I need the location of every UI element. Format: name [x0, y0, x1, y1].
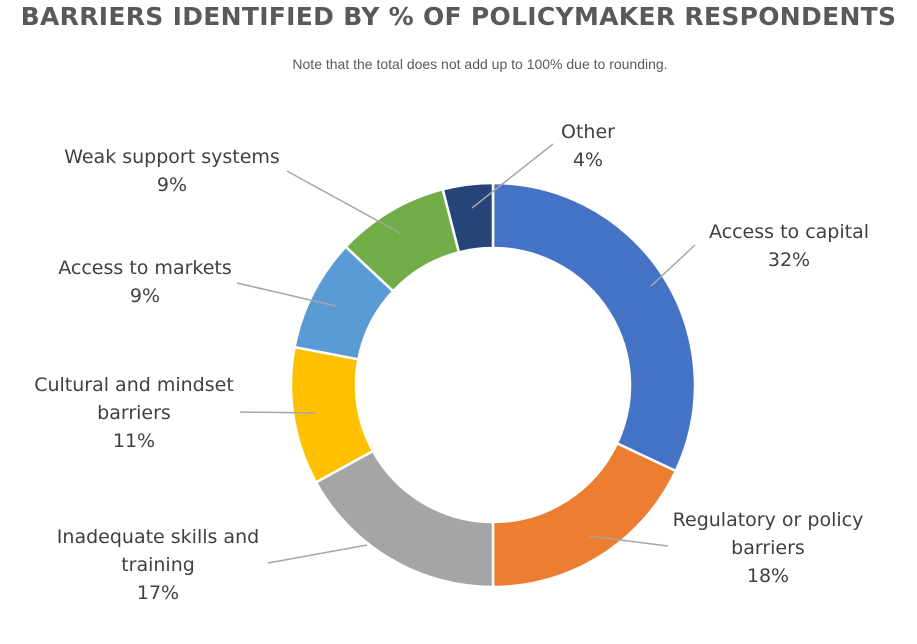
slice-label: Access to capital 32% — [709, 221, 869, 271]
leader-line — [239, 411, 317, 414]
slice-name-label: Access to markets — [58, 257, 232, 279]
slice-name-label: barriers — [731, 537, 805, 559]
leader-line — [286, 170, 401, 234]
slice-label: Weak support systems 9% — [64, 146, 280, 196]
leader-line — [650, 244, 696, 287]
slice-name-label: Weak support systems — [64, 146, 280, 168]
chart-title: BARRIERS IDENTIFIED BY % OF POLICYMAKER … — [20, 2, 897, 31]
slice-name-label: Regulatory or policy — [673, 509, 864, 531]
slice-regulatory-or-policy — [491, 441, 678, 589]
slice-name-label: barriers — [97, 402, 171, 424]
slice-other — [441, 181, 495, 254]
slice-name-label: Cultural and mindset — [34, 374, 234, 396]
slice-labels: Access to capital 32% Regulatory or policy… — [34, 121, 869, 604]
slice-label: Inadequate skills and training 17% — [57, 526, 259, 604]
leader-line — [588, 535, 669, 547]
slice-label: Regulatory or policy barriers 18% — [673, 509, 864, 587]
slice-percent-label: 9% — [130, 285, 160, 307]
leader-line — [267, 544, 368, 564]
slice-label: Other 4% — [561, 121, 615, 171]
slice-name-label: training — [121, 554, 195, 576]
leader-line — [471, 143, 554, 209]
slice-access-to-capital — [491, 181, 697, 473]
slice-inadequate-skills-and — [314, 449, 495, 589]
slice-percent-label: 9% — [157, 174, 187, 196]
slice-label: Cultural and mindset barriers 11% — [34, 374, 234, 452]
leader-lines — [236, 143, 696, 564]
slice-percent-label: 32% — [768, 249, 810, 271]
slice-percent-label: 17% — [137, 582, 179, 604]
slice-name-label: Access to capital — [709, 221, 869, 243]
slice-percent-label: 11% — [113, 430, 155, 452]
slice-name-label: Other — [561, 121, 615, 143]
slice-name-label: Inadequate skills and — [57, 526, 259, 548]
slice-percent-label: 18% — [747, 565, 789, 587]
chart-subtitle: Note that the total does not add up to 1… — [292, 56, 668, 72]
slice-label: Access to markets 9% — [58, 257, 232, 307]
donut-slices — [289, 181, 697, 589]
leader-line — [236, 282, 337, 307]
slice-percent-label: 4% — [573, 149, 603, 171]
